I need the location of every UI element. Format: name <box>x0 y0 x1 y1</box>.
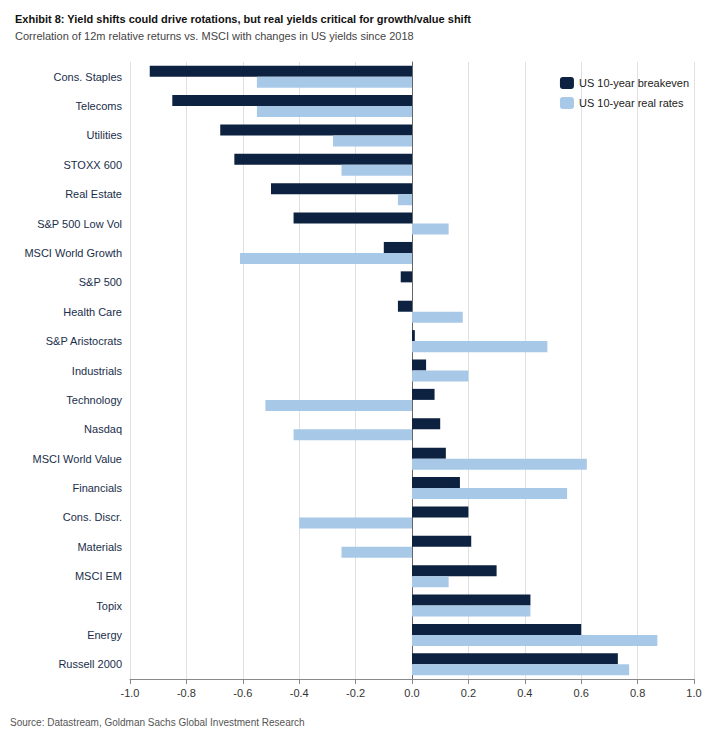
svg-text:S&P 500: S&P 500 <box>79 276 122 288</box>
svg-text:-1.0: -1.0 <box>121 687 140 699</box>
svg-text:Financials: Financials <box>72 482 122 494</box>
svg-text:0.0: 0.0 <box>404 687 419 699</box>
svg-text:0.4: 0.4 <box>517 687 532 699</box>
svg-text:Health Care: Health Care <box>63 306 122 318</box>
svg-text:Cons. Staples: Cons. Staples <box>54 71 123 83</box>
svg-text:Technology: Technology <box>66 394 122 406</box>
svg-text:US 10-year breakeven: US 10-year breakeven <box>579 77 689 89</box>
svg-text:-0.4: -0.4 <box>290 687 309 699</box>
svg-text:Cons. Discr.: Cons. Discr. <box>63 511 122 523</box>
svg-text:Real Estate: Real Estate <box>65 188 122 200</box>
svg-text:STOXX 600: STOXX 600 <box>64 159 123 171</box>
svg-text:Russell 2000: Russell 2000 <box>58 658 122 670</box>
svg-text:Correlation of 12m relative re: Correlation of 12m relative returns vs. … <box>15 30 414 42</box>
svg-text:US 10-year real rates: US 10-year real rates <box>579 97 684 109</box>
svg-text:0.2: 0.2 <box>461 687 476 699</box>
svg-text:1.0: 1.0 <box>686 687 701 699</box>
svg-text:-0.2: -0.2 <box>346 687 365 699</box>
svg-text:0.6: 0.6 <box>574 687 589 699</box>
svg-text:Nasdaq: Nasdaq <box>84 423 122 435</box>
svg-text:Energy: Energy <box>87 629 122 641</box>
svg-text:Utilities: Utilities <box>87 129 123 141</box>
svg-text:MSCI World Growth: MSCI World Growth <box>24 247 122 259</box>
svg-text:MSCI EM: MSCI EM <box>75 570 122 582</box>
svg-text:Materials: Materials <box>77 541 122 553</box>
svg-text:Telecoms: Telecoms <box>76 100 123 112</box>
svg-text:Industrials: Industrials <box>72 365 123 377</box>
svg-text:-0.6: -0.6 <box>233 687 252 699</box>
svg-text:MSCI World Value: MSCI World Value <box>33 453 122 465</box>
svg-text:Topix: Topix <box>96 600 122 612</box>
svg-text:S&P 500 Low Vol: S&P 500 Low Vol <box>37 218 122 230</box>
svg-text:0.8: 0.8 <box>630 687 645 699</box>
svg-text:S&P Aristocrats: S&P Aristocrats <box>46 335 123 347</box>
svg-text:Source: Datastream, Goldman Sa: Source: Datastream, Goldman Sachs Global… <box>10 717 305 728</box>
svg-text:-0.8: -0.8 <box>177 687 196 699</box>
svg-text:Exhibit 8: Yield shifts could: Exhibit 8: Yield shifts could drive rota… <box>15 13 471 25</box>
